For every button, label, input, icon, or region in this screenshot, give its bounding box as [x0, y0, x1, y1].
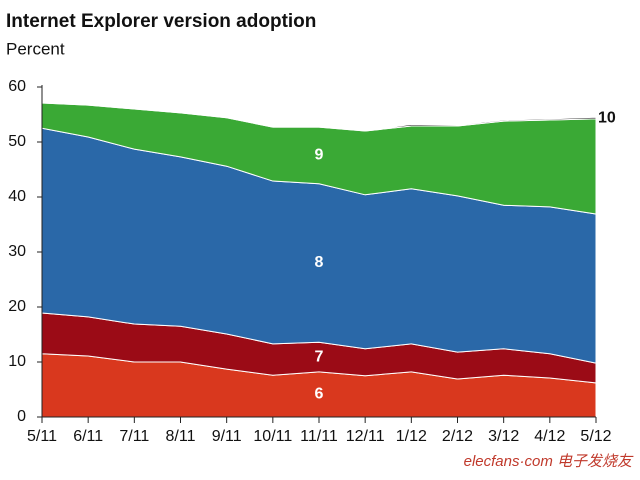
- series-label: 8: [315, 254, 324, 271]
- y-tick-label: 50: [8, 133, 26, 150]
- series-label: 9: [315, 147, 324, 164]
- x-tick-label: 3/12: [488, 428, 519, 445]
- x-tick-label: 11/11: [300, 428, 338, 445]
- chart-subtitle: Percent: [6, 39, 65, 58]
- watermark: elecfans·com 电子发烧友: [464, 453, 634, 470]
- x-tick-label: 6/11: [73, 428, 103, 445]
- x-tick-label: 8/11: [166, 428, 196, 445]
- x-tick-label: 1/12: [396, 428, 427, 445]
- y-tick-label: 40: [8, 188, 26, 205]
- y-tick-label: 10: [8, 353, 26, 370]
- x-tick-label: 7/11: [119, 428, 149, 445]
- x-tick-label: 10/11: [253, 428, 292, 445]
- y-tick-label: 0: [17, 408, 26, 425]
- x-tick-label: 9/11: [212, 428, 242, 445]
- y-tick-label: 30: [8, 243, 26, 260]
- area: [41, 102, 597, 132]
- x-tick-label: 5/11: [27, 428, 57, 445]
- chart-title: Internet Explorer version adoption: [6, 11, 316, 32]
- x-tick-label: 5/12: [580, 428, 611, 445]
- y-tick-label: 20: [8, 298, 26, 315]
- y-tick-label: 60: [8, 78, 26, 95]
- series-label: 7: [315, 348, 324, 365]
- x-tick-label: 2/12: [442, 428, 473, 445]
- series-label: 6: [315, 386, 324, 403]
- series-label: 10: [598, 109, 616, 126]
- x-tick-label: 12/11: [346, 428, 385, 445]
- x-tick-label: 4/12: [534, 428, 565, 445]
